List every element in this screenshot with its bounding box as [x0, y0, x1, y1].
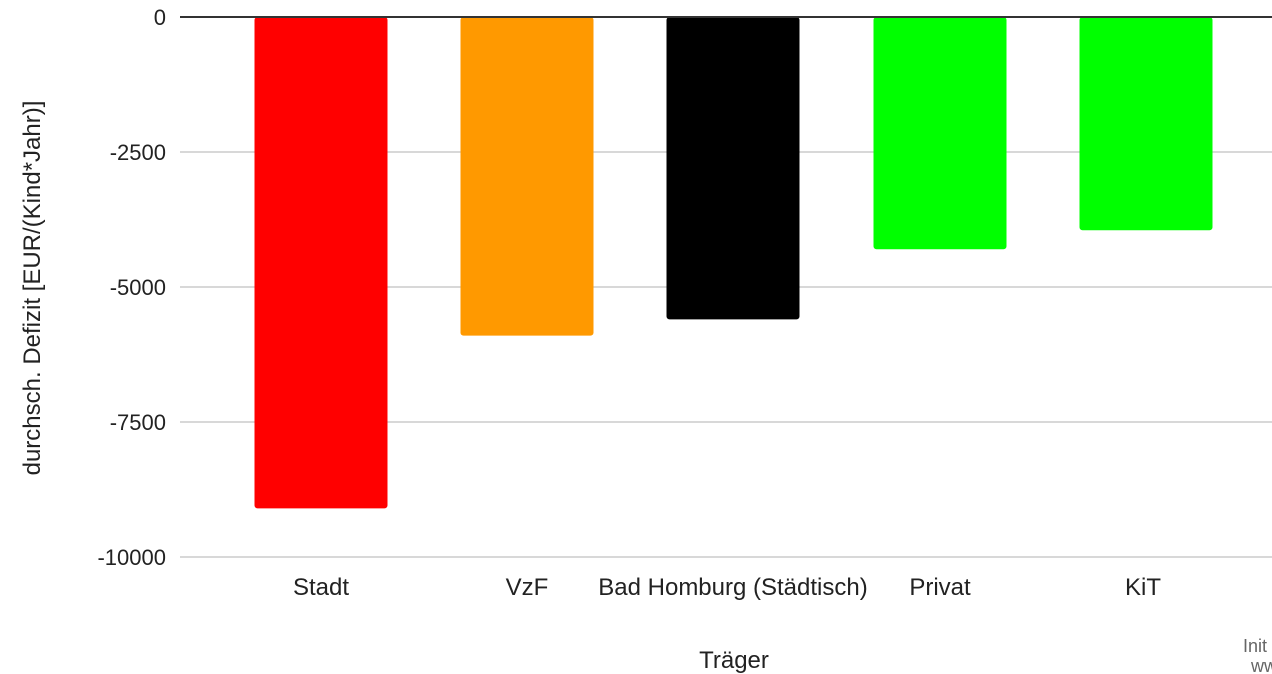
y-tick-label: 0 [154, 5, 166, 30]
bar-privat [873, 17, 1007, 250]
category-label: Privat [909, 574, 971, 601]
y-axis-title: durchsch. Defizit [EUR/(Kind*Jahr)] [19, 101, 46, 476]
category-label: Bad Homburg (Städtisch) [598, 574, 867, 601]
y-tick-label: -7500 [110, 410, 166, 435]
y-tick-labels: 0 -2500 -5000 -7500 -10000 [97, 5, 166, 570]
bar-bad-homburg-st-dtisch [666, 17, 800, 320]
watermark-line-1: Init [1243, 636, 1267, 656]
bar-stadt [254, 17, 388, 509]
y-tick-label: -2500 [110, 140, 166, 165]
bars [254, 17, 1213, 509]
watermark-line-2: ww [1250, 656, 1272, 674]
x-axis-title: Träger [699, 647, 769, 674]
bar-kit [1079, 17, 1213, 231]
y-tick-label: -5000 [110, 275, 166, 300]
y-tick-label: -10000 [97, 545, 166, 570]
category-label: Stadt [293, 574, 349, 601]
category-label: KiT [1125, 574, 1161, 601]
category-labels: Stadt VzF Bad Homburg (Städtisch) Privat KiT [293, 574, 1161, 601]
category-label: VzF [506, 574, 549, 601]
bar-vzf [460, 17, 594, 336]
